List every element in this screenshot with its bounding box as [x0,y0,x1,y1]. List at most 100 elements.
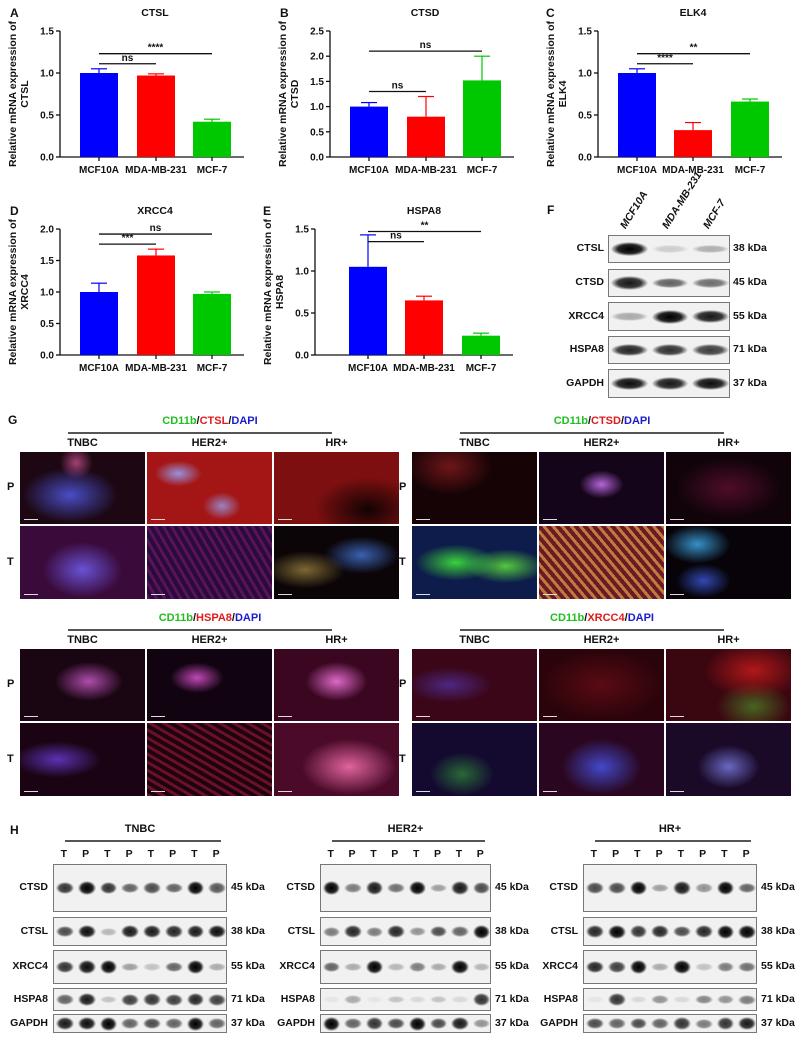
blot-band [651,994,669,1005]
blot-band [472,882,490,894]
significance-label: ns [392,80,404,91]
blot-band [607,961,626,973]
bar-mcf10a [349,266,387,355]
molecular-weight-label: 55 kDa [231,960,265,972]
blot-band [607,1018,626,1029]
blot-band [651,883,669,893]
protein-label: GAPDH [540,1016,578,1029]
western-blot-hr-pos-hspa8 [583,988,757,1011]
protein-label: CTSD [19,881,48,893]
blot-band [408,962,426,972]
scale-bar [670,594,684,595]
blot-band [607,924,626,939]
blot-band [692,244,729,254]
scale-bar [24,519,38,520]
blot-band [738,882,756,894]
blot-band [694,994,713,1005]
molecular-weight-label: 71 kDa [761,992,795,1005]
blot-band [451,1016,469,1031]
blot-band [429,995,448,1004]
blot-band [208,924,226,939]
x-tick-label: MDA-MB-231 [395,165,457,176]
blot-band [99,881,118,895]
blot-band [451,881,469,895]
stain-cd11b: CD11b [553,415,588,427]
blot-band [143,924,161,939]
blot-band [323,996,341,1003]
scale-bar [416,519,430,520]
x-tick-label: MCF10A [617,165,657,176]
y-tick-label: 1.5 [310,77,324,88]
stain-hspa8: HSPA8 [196,612,232,624]
blot-band [56,960,74,974]
blot-band [651,376,689,391]
molecular-weight-label: 38 kDa [231,924,265,937]
scale-bar [278,519,292,520]
blot-band [186,960,205,974]
blot-band [651,309,689,324]
blot-band [629,881,648,895]
stain-slash: / [192,612,197,624]
blot-band [143,963,161,971]
y-tick-label: 0.0 [310,153,324,164]
lane-label: T [327,848,334,860]
blot-band [323,926,341,937]
column-label-tnbc: TNBC [67,437,98,449]
significance-label: ns [150,223,162,234]
blot-band [208,962,226,972]
bar-mcf-7 [193,293,231,355]
protein-label: CTSL [287,924,315,937]
y-tick-label: 0.5 [295,309,309,320]
blot-band [472,963,490,971]
blot-band [429,925,448,938]
lane-label: P [699,848,707,860]
panel-label: F [547,203,555,217]
x-tick-label: MCF-7 [197,363,228,374]
immunofluorescence-image [20,526,145,599]
western-blot-hr-pos-gapdh [583,1014,757,1033]
lane-label: P [348,848,356,860]
stain-slash: / [196,415,200,427]
molecular-weight-label: 45 kDa [231,881,265,893]
scale-bar [543,716,557,717]
molecular-weight-label: 38 kDa [495,924,529,937]
blot-band [365,960,384,974]
blot-band [387,963,405,971]
y-axis-label: Relative mRNA expression of [262,218,274,365]
immunofluorescence-image [147,723,272,796]
blot-band [99,995,118,1004]
y-axis-label: Relative mRNA expression of [7,218,19,365]
column-label-hr-pos: HR+ [325,437,348,449]
blot-band [611,312,648,321]
scale-bar [670,519,684,520]
significance-label: **** [148,43,164,54]
stain-slash: / [620,415,625,427]
immunofluorescence-image [20,649,145,721]
lane-label: P [82,848,90,860]
chart-title: CTSD [411,7,440,19]
blot-band [121,882,139,894]
row-label-p: P [399,481,407,493]
molecular-weight-label: 37 kDa [733,376,767,389]
blot-band [629,960,648,974]
x-tick-label: MCF-7 [735,165,766,176]
immunofluorescence-image [412,649,537,721]
blot-band [143,882,161,894]
lane-label: T [455,848,463,860]
y-tick-label: 2.5 [310,27,324,38]
blot-band [607,993,626,1006]
blot-band [629,1017,648,1030]
significance-label: ns [122,53,134,64]
blot-band [77,1016,96,1031]
lane-label: P [612,848,620,860]
bar-mcf10a [350,106,388,157]
stain-slash: / [231,612,235,624]
blot-band [586,960,604,974]
group-divider-line [460,629,724,631]
blot-band [387,882,405,894]
stain-ctsl: CTSL [199,415,229,427]
immunofluorescence-image [412,723,537,796]
lane-label: P [655,848,663,860]
stain-xrcc4: XRCC4 [587,612,625,624]
group-title: HR+ [658,823,682,835]
